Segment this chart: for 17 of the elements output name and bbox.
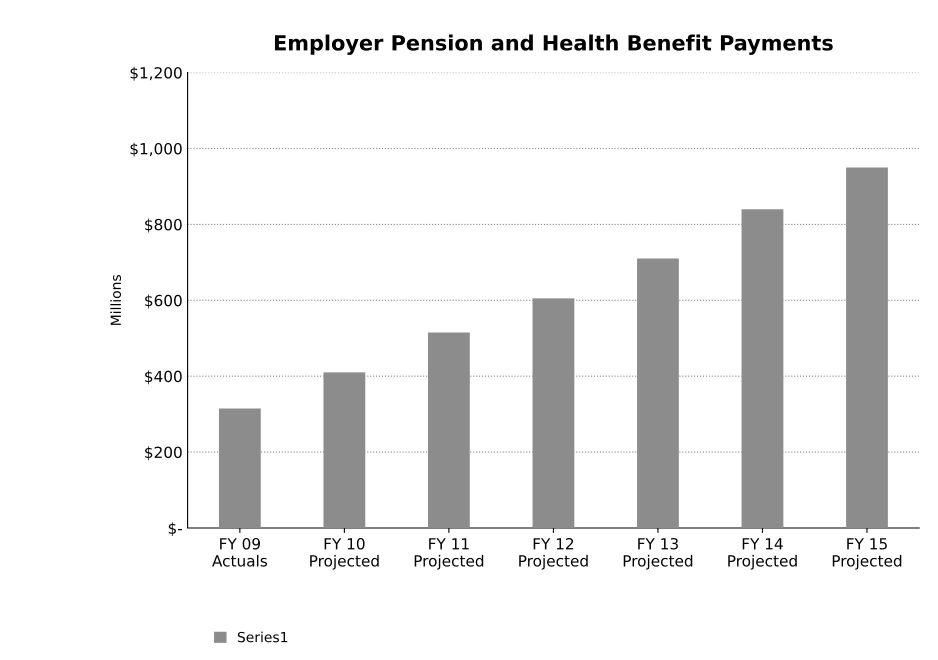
y-tick-label: $400 bbox=[145, 370, 182, 384]
y-tick-label: $800 bbox=[145, 218, 182, 232]
y-tick-label: $600 bbox=[145, 294, 182, 308]
y-tick-label: $1,200 bbox=[130, 66, 182, 81]
y-tick-label: $- bbox=[168, 522, 182, 536]
y-tick-label: $1,000 bbox=[130, 142, 182, 157]
x-tick-label: FY 11 Projected bbox=[414, 538, 484, 570]
x-tick-label: FY 15 Projected bbox=[832, 538, 902, 570]
x-tick-label: FY 10 Projected bbox=[310, 538, 379, 570]
x-tick-label: FY 13 Projected bbox=[624, 538, 692, 570]
y-axis-title: Millions bbox=[110, 275, 122, 325]
y-tick-label: $200 bbox=[145, 446, 182, 460]
chart-title: Employer Pension and Health Benefit Payments bbox=[274, 34, 833, 55]
legend-label: Series1 bbox=[238, 632, 288, 642]
x-tick-label: FY 09 Actuals bbox=[212, 538, 268, 567]
x-tick-label: FY 14 Projected bbox=[728, 538, 797, 570]
x-tick-label: FY 12 Projected bbox=[519, 538, 588, 570]
